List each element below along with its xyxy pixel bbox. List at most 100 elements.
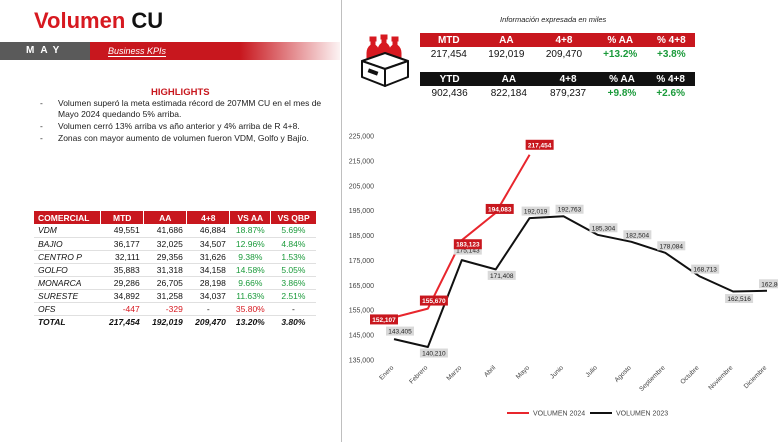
mtd-header: AA: [477, 33, 536, 47]
highlights-title: HIGHLIGHTS: [151, 87, 210, 98]
highlight-item: Volumen superó la meta estimada récord d…: [40, 98, 330, 120]
cell-total-label: TOTAL: [34, 314, 101, 328]
cell-aa: 41,686: [143, 224, 187, 238]
cell-48: -: [186, 302, 230, 316]
mtd-header: 4+8: [535, 33, 593, 47]
legend-label-2023: VOLUMEN 2023: [616, 411, 668, 418]
x-tick-label: Diciembre: [743, 364, 769, 390]
mtd-header: MTD: [420, 33, 478, 47]
cell-region: SURESTE: [34, 289, 101, 303]
cell-region: GOLFO: [34, 263, 101, 277]
cell-mtd: 36,177: [100, 237, 144, 251]
table-row: CENTRO P 32,111 29,356 31,626 9.38% 1.53…: [34, 250, 316, 264]
data-label-bg-2024: [485, 203, 514, 214]
cell-vs-aa: 14.58%: [229, 263, 271, 277]
cell-48: 34,037: [186, 289, 230, 303]
cell-vs-qbp: 5.05%: [270, 263, 316, 277]
x-tick-label: Junio: [549, 364, 565, 380]
x-tick-label: Julio: [584, 364, 599, 379]
data-label-2023: 140,210: [422, 351, 446, 358]
ytd-header: YTD: [420, 72, 480, 86]
ytd-aa-value: 822,184: [490, 87, 527, 99]
data-label-bg-2023: [386, 326, 414, 336]
col-header: COMERCIAL: [34, 211, 101, 224]
data-label-2023: 192,763: [558, 207, 582, 214]
cell-vs-aa: 11.63%: [229, 289, 271, 303]
ytd-header: % 4+8: [646, 72, 695, 86]
data-label-bg-2024: [453, 239, 482, 250]
cell-aa: 26,705: [143, 276, 187, 290]
x-tick-label: Marzo: [446, 364, 464, 382]
y-tick-label: 145,000: [349, 333, 374, 340]
ytd-48-value: 879,237: [549, 87, 587, 99]
cell-total-vs-aa: 13.20%: [229, 314, 271, 328]
y-tick-label: 205,000: [349, 183, 374, 190]
table-row: VDM 49,551 41,686 46,884 18.87% 5.69%: [34, 224, 316, 238]
data-label-2024: 152,107: [372, 317, 396, 324]
cell-48: 28,198: [186, 276, 230, 290]
table-row: GOLFO 35,883 31,318 34,158 14.58% 5.05%: [34, 263, 316, 277]
data-label-bg-2023: [725, 294, 754, 304]
cell-total-mtd: 217,454: [100, 314, 144, 328]
cell-vs-aa: 35.80%: [229, 302, 271, 316]
section-label: Business KPIs: [90, 42, 340, 60]
x-tick-label: Mayo: [515, 364, 531, 380]
y-tick-label: 215,000: [349, 158, 374, 165]
y-tick-label: 185,000: [349, 233, 374, 240]
cell-48: 34,507: [186, 237, 230, 251]
y-tick-label: 155,000: [349, 308, 374, 315]
highlight-item: Zonas con mayor aumento de volumen fuero…: [40, 133, 330, 144]
cell-mtd: 29,286: [100, 276, 144, 290]
ytd-value: 902,436: [431, 87, 468, 99]
region-table-header: COMERCIAL MTD AA 4+8 VS AA VS QBP: [34, 211, 316, 224]
mtd-aa-value: 192,019: [488, 48, 525, 60]
col-header: 4+8: [186, 211, 230, 224]
data-label-bg-2023: [589, 223, 618, 233]
mtd-summary-table: MTD AA 4+8 % AA % 4+8 217,454 192,019 20…: [420, 33, 695, 61]
cell-region: CENTRO P: [34, 250, 101, 264]
cell-region: OFS: [34, 302, 101, 316]
data-label-2023: 185,304: [592, 225, 616, 232]
cell-mtd: 32,111: [100, 250, 144, 264]
table-row: OFS -447 -329 - 35.80% -: [34, 302, 316, 316]
data-label-2023: 162,516: [727, 296, 751, 303]
bottle-crate-icon: [361, 34, 409, 87]
data-label-bg-2023: [657, 241, 686, 251]
cell-vs-aa: 12.96%: [229, 237, 271, 251]
table-row: BAJIO 36,177 32,025 34,507 12.96% 4.84%: [34, 237, 316, 251]
cell-vs-aa: 18.87%: [229, 224, 271, 238]
data-label-2024: 194,083: [488, 206, 512, 213]
cell-48: 34,158: [186, 263, 230, 277]
x-tick-label: Febrero: [408, 364, 429, 385]
series-line-1: [393, 215, 768, 348]
data-label-2023: 171,408: [490, 273, 514, 280]
cell-vs-qbp: 1.53%: [270, 250, 316, 264]
x-tick-label: Octubre: [679, 364, 701, 386]
mtd-pct-48: +3.8%: [657, 48, 686, 60]
ytd-header: % AA: [597, 72, 647, 86]
data-label-2024: 183,123: [456, 242, 480, 249]
data-label-bg-2023: [419, 348, 448, 358]
data-label-bg-2023: [555, 204, 584, 214]
ytd-summary-table: YTD AA 4+8 % AA % 4+8 902,436 822,184 87…: [420, 72, 695, 100]
data-label-bg-2024: [419, 295, 448, 306]
table-row: SURESTE 34,892 31,258 34,037 11.63% 2.51…: [34, 289, 316, 303]
header-bar: MAY 24 Business KPIs: [0, 42, 340, 74]
x-tick-label: Noviembre: [707, 364, 734, 391]
ytd-pct-48: +2.6%: [656, 87, 685, 99]
cell-mtd: -447: [100, 302, 144, 316]
ytd-header: 4+8: [538, 72, 598, 86]
data-label-bg-2023: [487, 270, 516, 280]
mtd-value: 217,454: [430, 48, 467, 60]
cell-vs-qbp: -: [270, 302, 316, 316]
data-label-bg-2024: [525, 139, 554, 150]
cell-region: VDM: [34, 224, 101, 238]
ytd-header: AA: [479, 72, 539, 86]
cell-vs-qbp: 2.51%: [270, 289, 316, 303]
data-label-2023: 175,143: [456, 248, 480, 255]
data-label-bg-2023: [691, 264, 720, 274]
col-header: VS AA: [229, 211, 271, 224]
ytd-pct-aa: +9.8%: [607, 87, 637, 99]
data-label-2023: 178,084: [660, 243, 684, 250]
cell-aa: -329: [143, 302, 187, 316]
